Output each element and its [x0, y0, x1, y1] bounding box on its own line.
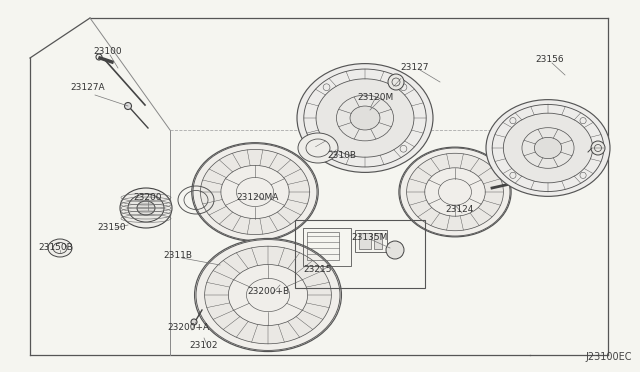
Text: 23127A: 23127A: [70, 83, 106, 93]
Text: 23150: 23150: [98, 224, 126, 232]
Ellipse shape: [137, 201, 155, 215]
Text: 23127: 23127: [401, 62, 429, 71]
Ellipse shape: [492, 105, 604, 192]
Ellipse shape: [316, 79, 414, 157]
Ellipse shape: [120, 188, 172, 228]
Ellipse shape: [193, 144, 317, 240]
Text: 23200: 23200: [134, 193, 163, 202]
Ellipse shape: [196, 240, 340, 350]
Ellipse shape: [195, 238, 342, 352]
Ellipse shape: [128, 194, 164, 222]
Ellipse shape: [399, 147, 511, 237]
Ellipse shape: [504, 113, 593, 183]
Ellipse shape: [304, 69, 426, 167]
Text: 23200+A: 23200+A: [167, 324, 209, 333]
Bar: [303, 228, 351, 266]
Ellipse shape: [48, 239, 72, 257]
Ellipse shape: [406, 153, 504, 231]
Text: 23156: 23156: [536, 55, 564, 64]
Text: 2310B: 2310B: [328, 151, 356, 160]
Text: 23215: 23215: [304, 266, 332, 275]
Text: 23124: 23124: [446, 205, 474, 215]
Circle shape: [386, 241, 404, 259]
Circle shape: [191, 319, 197, 325]
Ellipse shape: [221, 166, 289, 219]
Ellipse shape: [425, 168, 485, 216]
Bar: [355, 230, 387, 252]
Ellipse shape: [297, 64, 433, 172]
Text: 23150B: 23150B: [38, 244, 74, 253]
Bar: [359, 233, 371, 249]
Bar: [295, 220, 425, 288]
Ellipse shape: [534, 137, 562, 158]
Circle shape: [388, 74, 404, 90]
Ellipse shape: [298, 133, 338, 163]
Text: 2311B: 2311B: [163, 250, 193, 260]
Ellipse shape: [205, 246, 332, 344]
Bar: [307, 232, 339, 260]
Ellipse shape: [192, 143, 318, 241]
Ellipse shape: [486, 100, 610, 196]
Text: 23135M: 23135M: [352, 234, 388, 243]
Bar: [374, 233, 382, 249]
Text: 23100: 23100: [93, 48, 122, 57]
Text: J23100EC: J23100EC: [586, 352, 632, 362]
Ellipse shape: [228, 264, 308, 326]
Ellipse shape: [400, 148, 510, 236]
Circle shape: [591, 141, 605, 155]
Text: 23200+B: 23200+B: [247, 288, 289, 296]
Ellipse shape: [350, 106, 380, 130]
Text: 23120M: 23120M: [357, 93, 393, 102]
Circle shape: [125, 103, 131, 109]
Text: 23102: 23102: [189, 340, 218, 350]
Ellipse shape: [200, 150, 310, 235]
Text: 23120MA: 23120MA: [237, 193, 279, 202]
